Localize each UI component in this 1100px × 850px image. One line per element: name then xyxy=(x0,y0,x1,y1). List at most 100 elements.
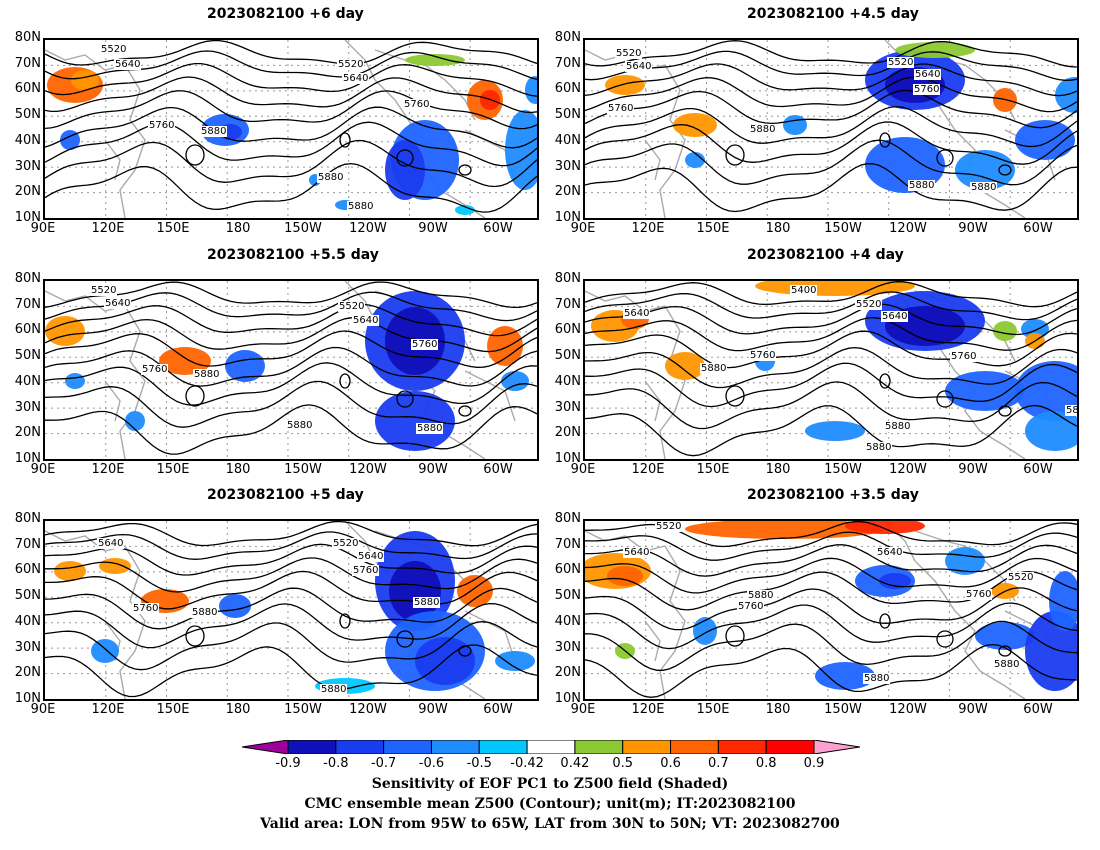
lat-tick-label: 20N xyxy=(554,665,581,681)
z500-contour xyxy=(585,531,1077,561)
colorbar-tick-label: 0.6 xyxy=(660,756,681,771)
colorbar-box xyxy=(765,739,815,755)
colorbar-tick-label: 0.5 xyxy=(612,756,634,771)
colorbar-svg xyxy=(241,739,861,755)
lat-tick-label: 70N xyxy=(14,55,41,71)
contour-label: 5880 xyxy=(193,369,221,380)
lon-tick-label: 150E xyxy=(156,702,190,717)
lat-tick-label: 60N xyxy=(14,322,41,338)
z500-contour xyxy=(45,303,537,337)
closed-contour xyxy=(185,625,205,647)
lon-tick-label: 90E xyxy=(30,702,56,717)
lat-tick-label: 60N xyxy=(554,562,581,578)
z500-contour xyxy=(585,316,1077,352)
lon-tick-label: 90W xyxy=(418,702,448,717)
lon-tick-label: 120E xyxy=(631,702,665,717)
sensitivity-shading xyxy=(865,137,945,193)
lat-tick-label: 40N xyxy=(554,132,581,148)
lat-tick-label: 10N xyxy=(554,451,581,466)
colorbar-box xyxy=(383,739,432,755)
lat-tick-label: 10N xyxy=(14,210,41,225)
colorbar-box xyxy=(478,739,528,755)
sensitivity-shading xyxy=(975,622,1035,650)
lon-tick-label: 90W xyxy=(958,702,988,717)
z500-contour xyxy=(45,543,537,576)
sensitivity-shading xyxy=(605,75,645,95)
contour-label: 5760 xyxy=(148,120,176,131)
lon-tick-label: 60W xyxy=(483,702,513,717)
sensitivity-shading xyxy=(815,662,875,690)
z500-contour xyxy=(45,281,537,309)
lat-tick-label: 20N xyxy=(554,184,581,200)
sensitivity-shading xyxy=(1021,319,1049,339)
panel-title: 2023082100 +5.5 day xyxy=(207,247,379,263)
map-svg xyxy=(585,521,1077,699)
contour-label: 5640 xyxy=(625,61,653,72)
z500-contour xyxy=(585,303,1077,336)
lat-tick-label: 20N xyxy=(14,665,41,681)
contour-label: 5640 xyxy=(104,298,132,309)
colorbar-tick-label: 0.8 xyxy=(755,756,777,771)
contour-label: 5640 xyxy=(881,311,909,322)
sensitivity-shading xyxy=(505,110,537,190)
sensitivity-shading xyxy=(495,651,535,671)
z500-contour xyxy=(585,281,1077,308)
z500-contour xyxy=(585,76,1077,113)
lat-tick-label: 40N xyxy=(14,373,41,389)
colorbar-tick-label: -0.6 xyxy=(418,756,445,771)
coastline xyxy=(585,290,686,459)
z500-contour xyxy=(585,63,1077,97)
z500-contour xyxy=(45,587,537,630)
z500-contour xyxy=(45,40,537,66)
lon-tick-label: 180 xyxy=(765,702,791,717)
colorbar-tick-label: 0.9 xyxy=(803,756,825,771)
colorbar-box xyxy=(670,739,719,755)
lon-tick-label: 150E xyxy=(156,221,190,236)
lon-tick-label: 60W xyxy=(483,221,513,236)
lon-tick-label: 90E xyxy=(570,462,596,477)
lon-tick-label: 180 xyxy=(225,462,251,477)
z500-contour xyxy=(585,121,1077,165)
z500-contour xyxy=(585,602,1077,650)
lat-tick-label: 20N xyxy=(14,425,41,441)
contour-label: 5880 xyxy=(191,607,219,618)
closed-contour xyxy=(936,630,954,648)
sensitivity-shading xyxy=(375,391,455,451)
z500-contour xyxy=(585,346,1077,389)
contour-label: 5400 xyxy=(790,285,818,296)
contour-label: 5880 xyxy=(908,180,936,191)
sensitivity-shading xyxy=(385,140,425,200)
closed-contour xyxy=(339,132,351,148)
closed-contour xyxy=(396,149,414,167)
contour-label: 5880 xyxy=(286,420,314,431)
closed-contour xyxy=(725,385,745,407)
contour-label: 5520 xyxy=(90,285,118,296)
panel-title: 2023082100 +4 day xyxy=(747,247,904,263)
z500-contour xyxy=(585,544,1077,577)
z500-contour xyxy=(45,621,537,671)
coastline xyxy=(104,380,121,422)
z500-contour xyxy=(45,62,537,97)
colorbar-tick-label: -0.42 xyxy=(510,756,544,771)
colorbar-tick-label: 0.42 xyxy=(560,756,590,771)
colorbar-min-triangle xyxy=(241,739,289,755)
lat-tick-label: 30N xyxy=(14,158,41,174)
sensitivity-shading xyxy=(783,115,807,135)
lon-tick-label: 120E xyxy=(91,462,125,477)
z500-contour xyxy=(45,602,537,649)
sensitivity-shading xyxy=(99,558,131,574)
lon-tick-label: 60W xyxy=(483,462,513,477)
lat-tick-label: 70N xyxy=(14,536,41,552)
sensitivity-shading xyxy=(91,639,119,663)
closed-contour xyxy=(396,390,414,408)
z500-contour xyxy=(45,531,537,560)
lat-tick-label: 40N xyxy=(554,373,581,389)
lat-tick-label: 80N xyxy=(14,30,41,45)
contour-label: 5520 xyxy=(332,538,360,549)
contour-label: 5880 xyxy=(993,659,1021,670)
z500-contour xyxy=(45,362,537,406)
z500-contour xyxy=(585,404,1077,457)
z500-contour xyxy=(585,362,1077,408)
sensitivity-shading xyxy=(501,371,529,391)
closed-contour xyxy=(879,132,891,148)
